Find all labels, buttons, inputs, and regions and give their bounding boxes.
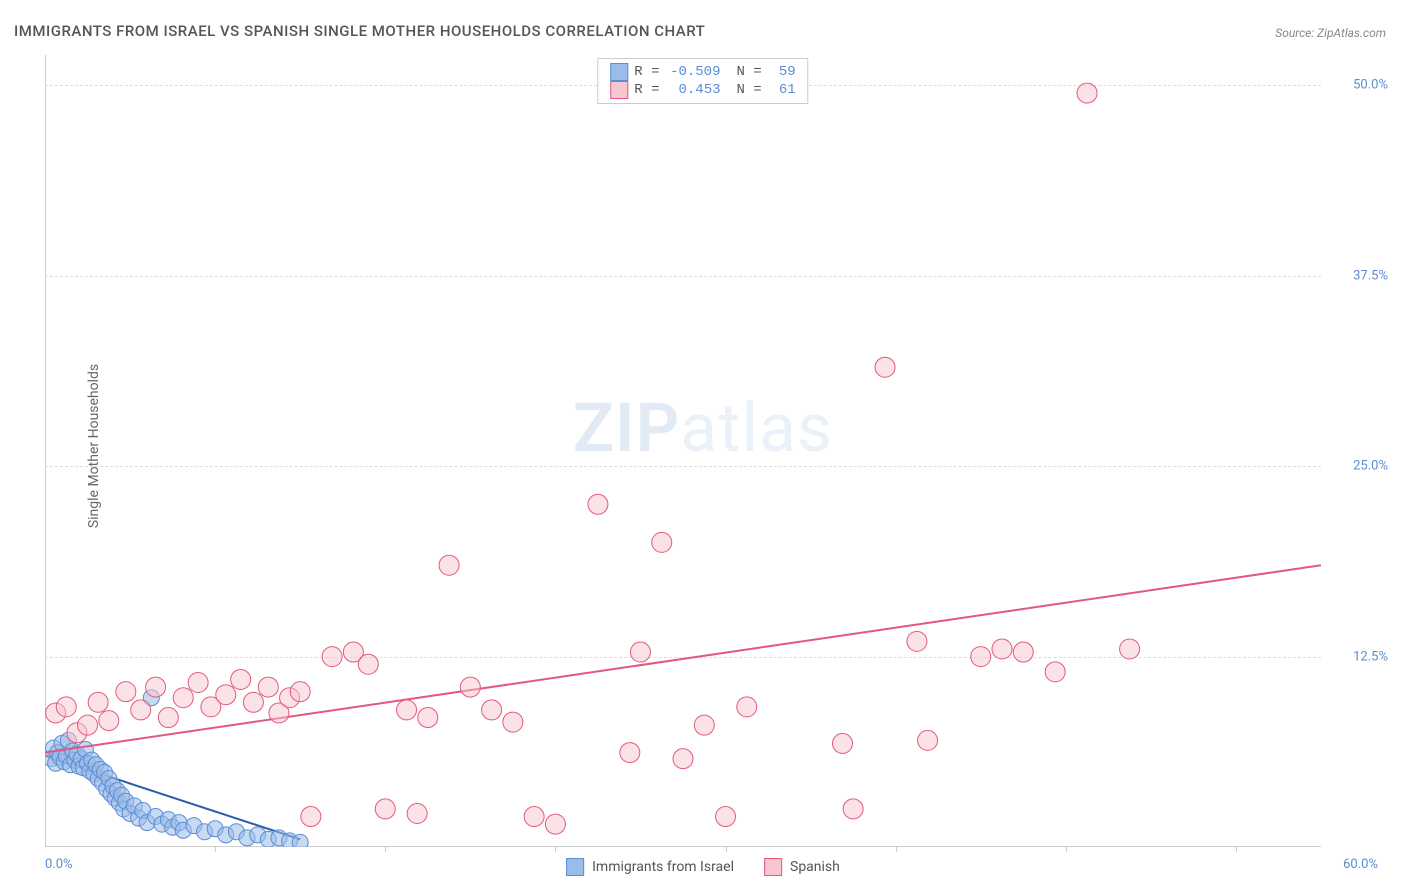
data-point [630, 642, 650, 662]
data-point [322, 647, 342, 667]
data-point [971, 647, 991, 667]
data-point [652, 532, 672, 552]
data-point [737, 697, 757, 717]
legend-item-0: Immigrants from Israel [566, 858, 734, 876]
data-point [588, 494, 608, 514]
legend-swatch-bottom-1 [764, 858, 782, 876]
data-point [56, 697, 76, 717]
data-point [116, 682, 136, 702]
data-point [503, 712, 523, 732]
chart-title: IMMIGRANTS FROM ISRAEL VS SPANISH SINGLE… [14, 22, 705, 40]
data-point [146, 677, 166, 697]
data-point [258, 677, 278, 697]
data-point [243, 692, 263, 712]
data-point [833, 733, 853, 753]
data-point [397, 700, 417, 720]
data-point [694, 715, 714, 735]
legend-swatch-1 [610, 81, 628, 99]
data-point [524, 807, 544, 827]
data-point [918, 730, 938, 750]
data-point [1077, 83, 1097, 103]
data-point [673, 749, 693, 769]
y-tick-label: 25.0% [1353, 459, 1388, 474]
data-point [407, 803, 427, 823]
data-point [173, 688, 193, 708]
data-point [992, 639, 1012, 659]
data-point [418, 708, 438, 728]
data-point [231, 669, 251, 689]
data-point [78, 715, 98, 735]
data-point [358, 654, 378, 674]
data-point [843, 799, 863, 819]
scatter-plot-svg [45, 55, 1321, 847]
data-point [216, 685, 236, 705]
data-point [620, 743, 640, 763]
legend-row-series-0: R = -0.509 N = 59 [610, 63, 795, 81]
data-point [716, 807, 736, 827]
data-point [875, 357, 895, 377]
data-point [545, 814, 565, 834]
series-legend: Immigrants from Israel Spanish [566, 858, 840, 876]
legend-swatch-bottom-0 [566, 858, 584, 876]
data-point [460, 677, 480, 697]
data-point [301, 807, 321, 827]
y-tick-label: 50.0% [1353, 78, 1388, 93]
data-point [1045, 662, 1065, 682]
legend-swatch-0 [610, 63, 628, 81]
data-point [292, 834, 308, 847]
correlation-legend: R = -0.509 N = 59 R = 0.453 N = 61 [597, 58, 808, 104]
source-label: Source: ZipAtlas.com [1275, 26, 1386, 40]
data-point [439, 555, 459, 575]
y-tick-label: 37.5% [1353, 268, 1388, 283]
data-point [907, 631, 927, 651]
data-point [88, 692, 108, 712]
y-tick-label: 12.5% [1353, 649, 1388, 664]
legend-row-series-1: R = 0.453 N = 61 [610, 81, 795, 99]
x-min-label: 0.0% [45, 857, 73, 872]
legend-item-1: Spanish [764, 858, 840, 876]
data-point [1013, 642, 1033, 662]
data-point [158, 708, 178, 728]
x-max-label: 60.0% [1343, 857, 1378, 872]
data-point [482, 700, 502, 720]
data-point [1120, 639, 1140, 659]
data-point [99, 711, 119, 731]
data-point [375, 799, 395, 819]
data-point [188, 673, 208, 693]
data-point [290, 682, 310, 702]
data-point [131, 700, 151, 720]
